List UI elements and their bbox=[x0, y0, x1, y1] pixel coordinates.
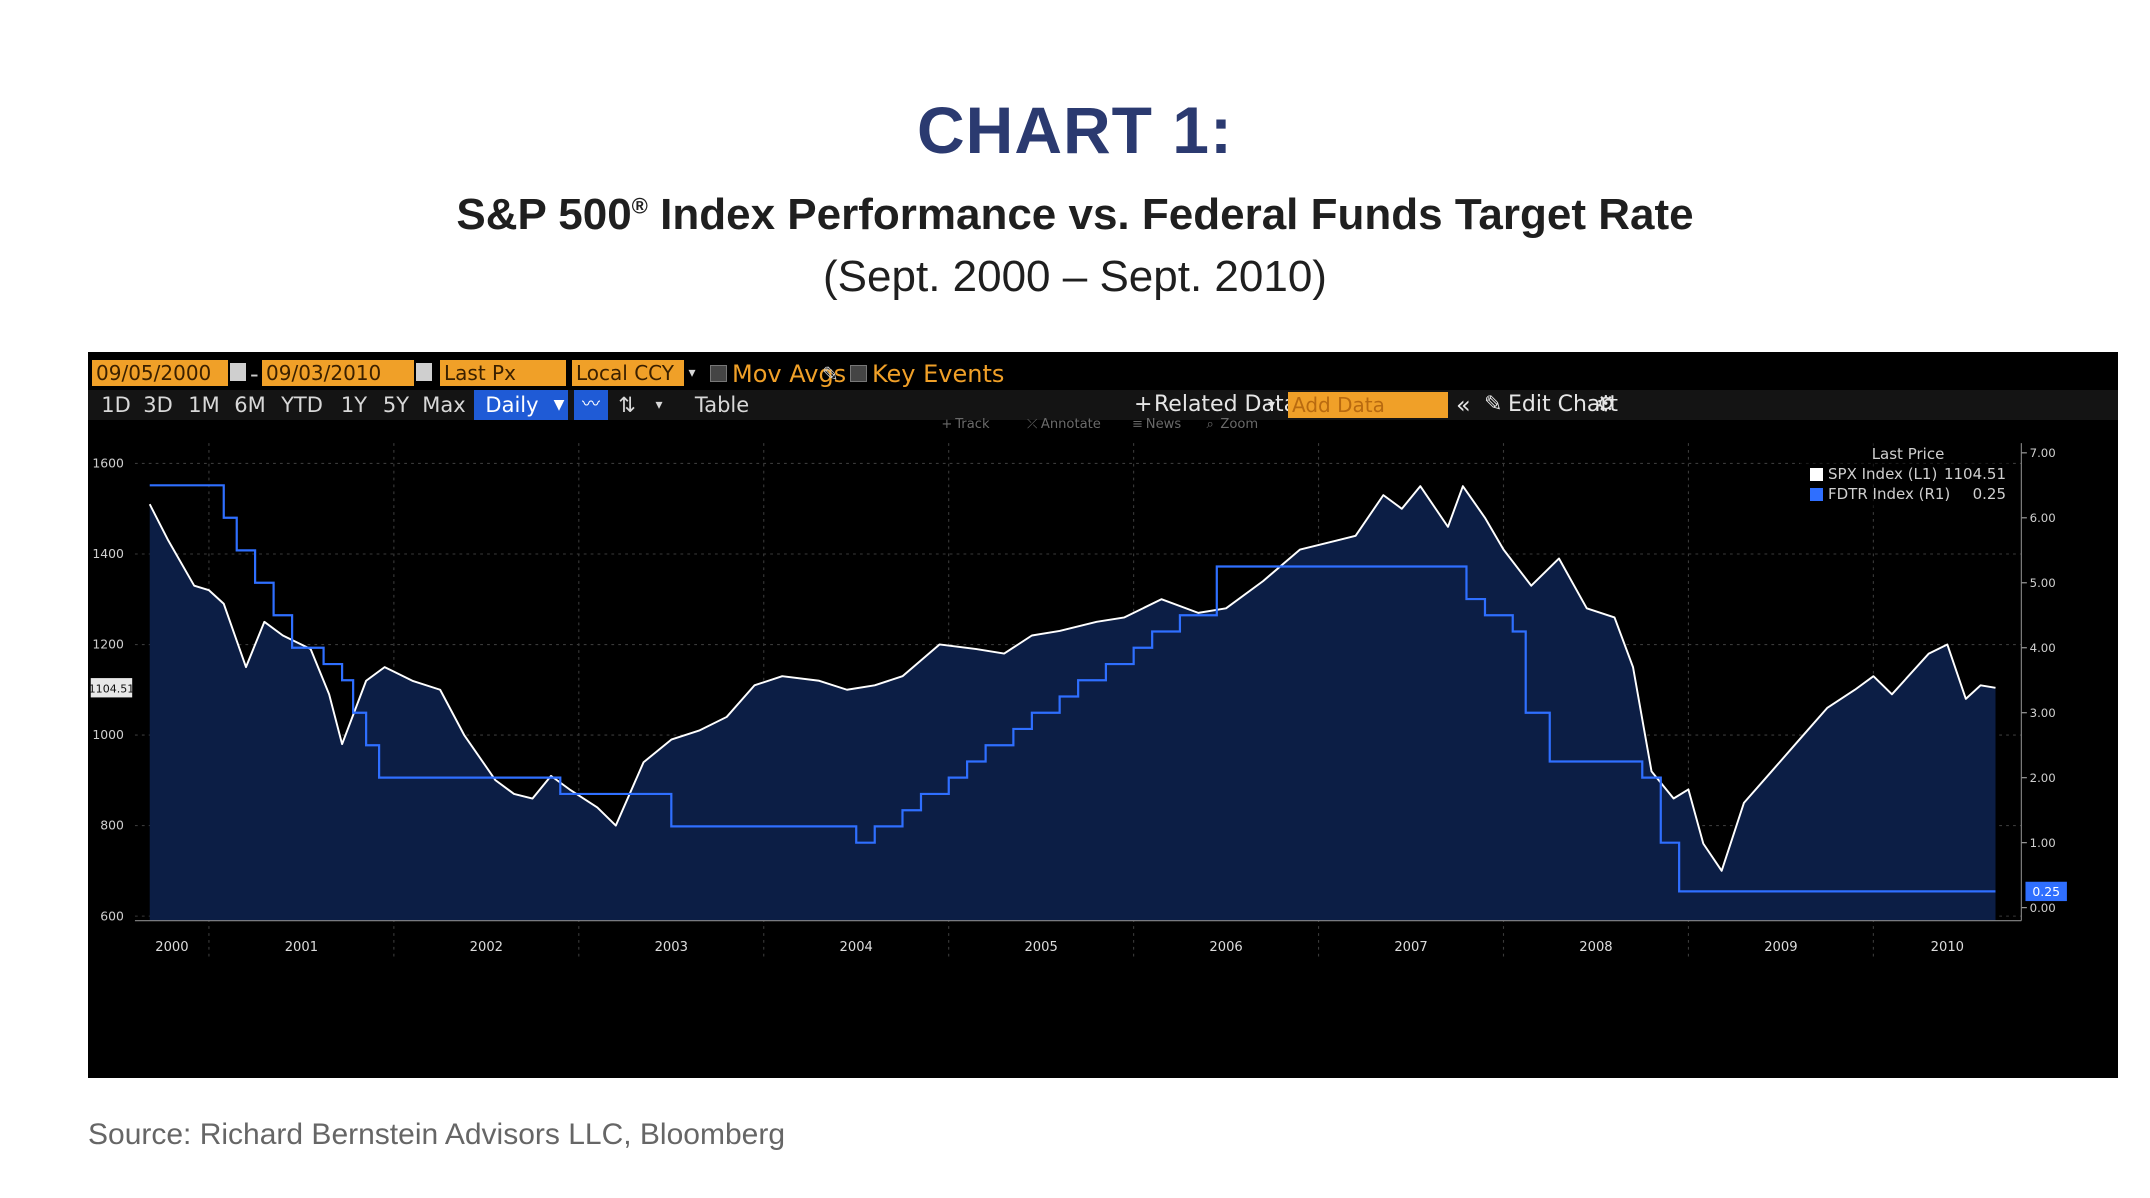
legend-swatch-spx bbox=[1810, 468, 1823, 481]
plus-icon[interactable]: + bbox=[1134, 392, 1153, 417]
mov-avgs-label[interactable]: Mov Avgs bbox=[732, 360, 847, 388]
tool-icon: ⌕ bbox=[1207, 417, 1214, 432]
edit-chart-button[interactable]: Edit Chart bbox=[1508, 392, 1619, 417]
spx-series-line bbox=[148, 485, 1996, 872]
tool-icon: + bbox=[941, 417, 952, 432]
x-tick-label: 2010 bbox=[1931, 940, 1964, 955]
y-right-tick-label: 6.00 bbox=[2030, 511, 2056, 525]
calendar-icon[interactable] bbox=[416, 363, 432, 381]
chevron-down-icon[interactable]: ▼ bbox=[550, 390, 568, 420]
last-price-tag-right bbox=[2025, 881, 2067, 902]
chart-title: S&P 500® Index Performance vs. Federal F… bbox=[0, 190, 2150, 240]
range-3d-button[interactable]: 3D bbox=[143, 393, 173, 417]
range-1m-button[interactable]: 1M bbox=[188, 393, 220, 417]
chevron-down-icon[interactable]: ▾ bbox=[688, 365, 696, 381]
toolbar-row-2: 1D 3D 1M 6M YTD 1Y 5Y Max Daily ▼ 〰 ⇅ ▾ … bbox=[88, 390, 2118, 420]
legend-header: Last Price bbox=[1871, 445, 1945, 463]
y-left-tick-label: 800 bbox=[100, 818, 124, 833]
y-left-tick-label: 1400 bbox=[92, 546, 124, 561]
x-tick-label: 2007 bbox=[1394, 940, 1427, 955]
x-tick-label: 2006 bbox=[1209, 940, 1242, 955]
bloomberg-chart-panel: 09/05/2000 - 09/03/2010 Last Px Local CC… bbox=[88, 352, 2118, 1078]
chevron-down-icon[interactable]: ▾ bbox=[655, 397, 663, 413]
y-right-tick-label: 4.00 bbox=[2030, 641, 2056, 655]
range-5y-button[interactable]: 5Y bbox=[382, 393, 410, 417]
tool-icon: ⤫ bbox=[1027, 417, 1038, 432]
price-field-select[interactable]: Last Px bbox=[440, 360, 566, 386]
x-tick-label: 2005 bbox=[1024, 940, 1057, 955]
legend-row-spx: SPX Index (L1) 1104.51 bbox=[1810, 464, 2006, 484]
last-price-label-right: 0.25 bbox=[2032, 884, 2060, 899]
registered-mark: ® bbox=[631, 193, 648, 219]
chart-label: CHART 1: bbox=[917, 93, 1233, 167]
x-tick-label: 2004 bbox=[840, 940, 873, 955]
related-data-button[interactable]: Related Data bbox=[1154, 392, 1298, 417]
title-rest: Index Performance vs. Federal Funds Targ… bbox=[647, 190, 1694, 239]
tool-annotate-label: Annotate bbox=[1041, 417, 1101, 432]
x-tick-label: 2003 bbox=[655, 940, 688, 955]
chevron-down-icon[interactable]: ▾ bbox=[1268, 397, 1276, 413]
range-1y-button[interactable]: 1Y bbox=[340, 393, 368, 417]
y-right-tick-label: 5.00 bbox=[2030, 576, 2056, 590]
tool-track-label: Track bbox=[954, 417, 990, 432]
legend-name-fdtr: FDTR Index (R1) bbox=[1828, 485, 1951, 503]
toolbar-row-1: 09/05/2000 - 09/03/2010 Last Px Local CC… bbox=[88, 358, 2118, 388]
range-6m-button[interactable]: 6M bbox=[234, 393, 266, 417]
source-note: Source: Richard Bernstein Advisors LLC, … bbox=[88, 1118, 786, 1151]
chart-plot: 600 800 1000 1200 1400 1600 0.00 1.00 2.00 3.00 4.… bbox=[89, 417, 2067, 960]
legend-swatch-fdtr bbox=[1810, 488, 1823, 501]
spx-area-fill bbox=[149, 486, 1996, 921]
add-data-input[interactable]: Add Data bbox=[1288, 392, 1448, 418]
y-left-tick-label: 1600 bbox=[92, 456, 124, 471]
tool-zoom-label: Zoom bbox=[1220, 417, 1258, 432]
bar-chart-icon[interactable]: ⇅ bbox=[618, 393, 636, 417]
y-left-tick-label: 600 bbox=[100, 908, 124, 923]
frequency-select[interactable]: Daily bbox=[474, 390, 550, 420]
legend-row-fdtr: FDTR Index (R1) 0.25 bbox=[1810, 484, 2006, 504]
y-left-tick-label: 1200 bbox=[92, 637, 124, 652]
range-1d-button[interactable]: 1D bbox=[101, 393, 131, 417]
tool-icon: ≡ bbox=[1132, 417, 1143, 432]
tool-news-label: News bbox=[1146, 417, 1182, 432]
x-tick-label: 2000 bbox=[155, 940, 188, 955]
title-main: S&P 500 bbox=[456, 190, 632, 239]
key-events-checkbox[interactable] bbox=[850, 365, 867, 382]
key-events-label[interactable]: Key Events bbox=[872, 360, 1005, 388]
table-button[interactable]: Table bbox=[694, 393, 750, 417]
calendar-icon[interactable] bbox=[230, 363, 246, 381]
x-tick-label: 2009 bbox=[1764, 940, 1797, 955]
line-chart-icon[interactable]: 〰 bbox=[574, 390, 608, 420]
y-right-tick-label: 0.00 bbox=[2030, 901, 2056, 915]
y-right-tick-label: 7.00 bbox=[2030, 446, 2056, 460]
y-right-tick-label: 1.00 bbox=[2030, 836, 2056, 850]
fdtr-series-line bbox=[149, 484, 1996, 893]
range-max-button[interactable]: Max bbox=[422, 393, 466, 417]
date-dash: - bbox=[250, 360, 259, 388]
currency-select[interactable]: Local CCY bbox=[572, 360, 684, 386]
start-date-field[interactable]: 09/05/2000 bbox=[92, 360, 228, 386]
chart-subtitle: (Sept. 2000 – Sept. 2010) bbox=[823, 252, 1327, 301]
pencil-icon[interactable]: ✎ bbox=[1484, 392, 1503, 417]
y-left-tick-label: 1000 bbox=[92, 727, 124, 742]
pencil-icon[interactable]: ✎ bbox=[822, 362, 839, 386]
last-price-label-left: 1104.51 bbox=[89, 683, 135, 696]
legend-name-spx: SPX Index (L1) bbox=[1828, 465, 1938, 483]
y-right-tick-label: 3.00 bbox=[2030, 706, 2056, 720]
collapse-icon[interactable]: « bbox=[1456, 391, 1471, 419]
x-tick-label: 2002 bbox=[470, 940, 503, 955]
legend-value-fdtr: 0.25 bbox=[1972, 485, 2006, 503]
legend: Last Price SPX Index (L1) 1104.51 FDTR I… bbox=[1800, 438, 2012, 510]
x-tick-label: 2001 bbox=[285, 940, 318, 955]
legend-value-spx: 1104.51 bbox=[1943, 465, 2006, 483]
y-right-tick-label: 2.00 bbox=[2030, 771, 2056, 785]
range-ytd-button[interactable]: YTD bbox=[281, 393, 323, 417]
gear-icon[interactable]: ⚙ bbox=[1596, 392, 1616, 417]
end-date-field[interactable]: 09/03/2010 bbox=[262, 360, 414, 386]
x-tick-label: 2008 bbox=[1579, 940, 1612, 955]
last-price-tag-left bbox=[90, 678, 133, 698]
mov-avgs-checkbox[interactable] bbox=[710, 365, 727, 382]
